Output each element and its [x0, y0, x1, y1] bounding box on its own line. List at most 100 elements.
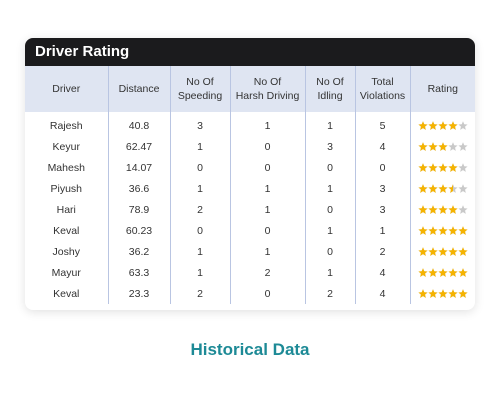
star-filled: [428, 225, 438, 235]
table-row: Keyur 62.47 1 0 3 4: [25, 136, 475, 157]
table-cell: 0: [229, 157, 305, 178]
star-filled: [458, 267, 468, 277]
driver-name: Keval: [53, 224, 80, 237]
star-filled: [448, 183, 453, 193]
table-cell: 4: [354, 262, 410, 283]
star-filled: [418, 162, 428, 172]
star-filled: [418, 288, 428, 298]
star-filled: [438, 267, 448, 277]
table-cell: 14.07: [107, 157, 170, 178]
driver-name: Piyush: [50, 182, 82, 195]
star-filled: [448, 288, 458, 298]
column-header: Distance: [107, 66, 170, 112]
table-cell: 5: [354, 112, 410, 136]
table-body: Rajesh 40.8 3 1 1 5 Keyur 62.47 1 0 3 4 Mahesh 14.07 0…: [25, 112, 475, 304]
star-filled: [458, 288, 468, 298]
caption: Historical Data: [190, 340, 310, 359]
star-rating: [418, 267, 468, 277]
table-cell: 1: [169, 178, 230, 199]
table-cell: 0: [229, 136, 305, 157]
table-row: Keval 23.3 2 0 2 4: [25, 283, 475, 304]
table-cell: 1: [304, 178, 355, 199]
rating-cell: [409, 241, 475, 262]
star-rating: [418, 204, 468, 214]
column-header: No Of Speeding: [169, 66, 230, 112]
rating-cell: [409, 262, 475, 283]
table-row: Mayur 63.3 1 2 1 4: [25, 262, 475, 283]
star-filled: [438, 288, 448, 298]
column-header: Total Violations: [354, 66, 410, 112]
table-cell: 1: [169, 136, 230, 157]
table-row: Keval 60.23 0 0 1 1: [25, 220, 475, 241]
column-header: Rating: [409, 66, 475, 112]
driver-name: Mahesh: [47, 161, 85, 174]
star-filled: [438, 162, 448, 172]
star-empty: [458, 120, 468, 130]
table-cell: 78.9: [107, 199, 170, 220]
star-filled: [448, 246, 458, 256]
table-cell: 3: [304, 136, 355, 157]
star-filled: [428, 141, 438, 151]
column-header: No Of Harsh Driving: [229, 66, 305, 112]
star-filled: [438, 141, 448, 151]
table-cell: 1: [229, 241, 305, 262]
star-filled: [418, 267, 428, 277]
star-filled: [438, 225, 448, 235]
star-filled: [458, 225, 468, 235]
star-rating: [418, 183, 468, 193]
star-empty: [458, 204, 468, 214]
table-cell: 0: [354, 157, 410, 178]
rating-cell: [409, 178, 475, 199]
table-cell: 4: [354, 283, 410, 304]
driver-rating-card: Driver Rating Driver Distance No Of Speedi…: [25, 38, 475, 310]
star-filled: [418, 141, 428, 151]
table-row: Piyush 36.6 1 1 1 3: [25, 178, 475, 199]
table-cell: 0: [304, 157, 355, 178]
star-filled: [428, 120, 438, 130]
star-rating: [418, 225, 468, 235]
table-cell: 0: [304, 241, 355, 262]
star-filled: [418, 120, 428, 130]
table-cell: 1: [354, 220, 410, 241]
header-row: Driver Distance No Of Speeding No Of Harsh …: [25, 66, 475, 112]
table-cell: 63.3: [107, 262, 170, 283]
star-empty: [458, 183, 468, 193]
column-header: No Of Idling: [304, 66, 355, 112]
table-cell: 36.6: [107, 178, 170, 199]
table-cell: 2: [169, 283, 230, 304]
table-cell: 62.47: [107, 136, 170, 157]
table-cell: 0: [229, 283, 305, 304]
rating-cell: [409, 157, 475, 178]
star-filled: [448, 162, 458, 172]
star-empty: [458, 162, 468, 172]
rating-cell: [409, 112, 475, 136]
star-filled: [428, 183, 438, 193]
star-filled: [448, 120, 458, 130]
star-rating: [418, 120, 468, 130]
star-filled: [428, 267, 438, 277]
star-filled: [438, 183, 448, 193]
table-cell: 36.2: [107, 241, 170, 262]
star-rating: [418, 246, 468, 256]
table-cell: 2: [354, 241, 410, 262]
star-filled: [428, 288, 438, 298]
table-cell: 1: [169, 262, 230, 283]
table-cell: 1: [229, 199, 305, 220]
table-cell: 1: [304, 112, 355, 136]
star-filled: [438, 246, 448, 256]
table-cell: 0: [304, 199, 355, 220]
star-filled: [418, 246, 428, 256]
star-rating: [418, 141, 468, 151]
table-cell: 0: [229, 220, 305, 241]
star-filled: [428, 246, 438, 256]
table-cell: 3: [354, 178, 410, 199]
star-filled: [438, 204, 448, 214]
table-row: Rajesh 40.8 3 1 1 5: [25, 112, 475, 136]
rating-table: Driver Distance No Of Speeding No Of Harsh …: [25, 66, 475, 304]
table-cell: 4: [354, 136, 410, 157]
star-rating: [418, 288, 468, 298]
star-filled: [448, 204, 458, 214]
column-header: Driver: [25, 66, 108, 112]
star-filled: [448, 267, 458, 277]
